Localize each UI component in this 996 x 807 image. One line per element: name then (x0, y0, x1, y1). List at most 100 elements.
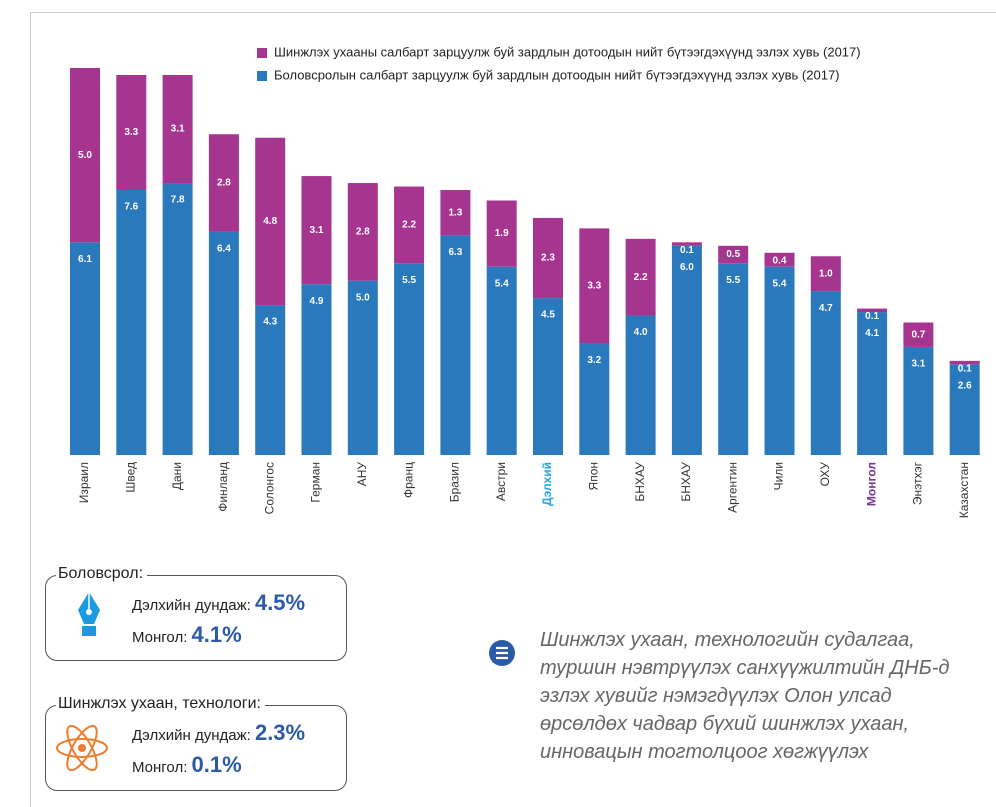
label: Монгол: (132, 629, 188, 646)
bar-segment (116, 74, 147, 191)
bar-segment (162, 183, 193, 455)
x-tick-label: Бразил (448, 462, 462, 502)
bar-segment (301, 176, 332, 285)
value-label: 2.6 (958, 381, 972, 392)
value-label: 4.0 (634, 327, 648, 338)
value-label: 0.5 (726, 249, 740, 260)
bar-segment (949, 360, 980, 365)
bar-segment (857, 312, 888, 455)
value-label: 4.3 (263, 317, 277, 328)
bar-segment (486, 266, 517, 455)
bar-segment (440, 190, 471, 236)
x-tick-label: Финланд (216, 462, 230, 512)
bar-segment (208, 134, 239, 232)
bar-segment (255, 137, 286, 306)
frame-line (30, 12, 996, 13)
value-label: 2.8 (217, 178, 231, 189)
mongolia-row: Монгол: 0.1% (132, 752, 242, 778)
value-label: 5.0 (356, 292, 370, 303)
bar-segment (255, 305, 286, 455)
bar-segment (486, 200, 517, 267)
bar-segment (625, 238, 656, 316)
mongolia-row: Монгол: 4.1% (132, 622, 242, 648)
bar-segment (533, 217, 563, 299)
world-row: Дэлхийн дундаж: 2.3% (132, 720, 305, 746)
value-label: 2.2 (634, 272, 648, 283)
note-line: Шинжлэх ухаан, технологийн судалгаа, (540, 629, 915, 651)
value-label: 3.2 (587, 355, 601, 366)
value: 4.1% (191, 622, 242, 647)
bar-segment (116, 190, 147, 455)
label: Дэлхийн дундаж: (132, 597, 251, 614)
legend-swatch (257, 71, 267, 81)
x-tick-label: Энэтхэг (911, 461, 925, 505)
value: 0.1% (191, 752, 242, 777)
value: 4.5% (254, 590, 306, 615)
value-label: 2.2 (402, 220, 416, 231)
bar-segment (70, 68, 100, 243)
bar-segment (903, 322, 934, 347)
x-tick-label: Швед (123, 462, 137, 493)
value-label: 4.1 (865, 328, 879, 339)
bar-segment (70, 242, 100, 455)
value-label: 0.1 (680, 245, 694, 256)
value-label: 1.0 (819, 268, 833, 279)
bar-segment (440, 235, 471, 455)
value: 2.3% (254, 720, 306, 745)
bar-segment (394, 263, 425, 455)
bar-segment (764, 252, 795, 267)
x-tick-label: БНХАУ (679, 462, 693, 502)
bar-segment (533, 298, 563, 455)
value-label: 3.1 (911, 359, 925, 370)
bar-segment (810, 256, 841, 292)
value-label: 7.8 (171, 195, 185, 206)
bar-segment (394, 186, 425, 264)
bar-segment (671, 245, 702, 455)
x-tick-label: Дэлхий (540, 462, 554, 506)
value-label: 2.8 (356, 227, 370, 238)
atom-icon (56, 724, 108, 772)
bar-segment (949, 364, 980, 455)
value-label: 6.1 (78, 254, 92, 265)
label: Монгол: (132, 759, 188, 776)
box-title: Боловсрол: (56, 565, 148, 583)
value-label: 4.7 (819, 303, 833, 314)
value-label: 4.5 (541, 310, 555, 321)
value-label: 1.3 (448, 207, 462, 218)
value-label: 6.4 (217, 244, 231, 255)
x-tick-label: Аргентин (725, 462, 739, 513)
bar-segment (579, 228, 610, 344)
bar-segment (718, 245, 749, 264)
info-box: Боловсрол: Дэлхийн дундаж: 4.5% Монгол: … (45, 565, 347, 661)
value-label: 5.4 (773, 278, 787, 289)
label: Дэлхийн дундаж: (132, 727, 251, 744)
bar-segment (301, 284, 332, 455)
value-label: 5.5 (726, 275, 740, 286)
note-line: туршин нэвтрүүлэх санхүүжилтийн ДНБ-д (540, 657, 950, 679)
value-label: 1.9 (495, 228, 509, 239)
x-tick-label: ОХУ (818, 462, 832, 487)
value-label: 3.1 (310, 225, 324, 236)
value-label: 7.6 (124, 202, 138, 213)
x-tick-label: Герман (309, 462, 323, 503)
world-row: Дэлхийн дундаж: 4.5% (132, 590, 305, 616)
value-label: 3.3 (124, 127, 138, 138)
bar-segment (857, 308, 888, 313)
pen-icon (78, 592, 100, 636)
value-label: 5.0 (78, 150, 92, 161)
value-label: 0.4 (773, 255, 787, 266)
note: Шинжлэх ухаан, технологийн судалгаа, турш… (540, 626, 996, 766)
x-tick-label: Франц (401, 462, 415, 498)
bar-segment (764, 266, 795, 455)
value-label: 3.3 (587, 281, 601, 292)
note-line: инновацын тогтолцоог хөгжүүлэх (540, 741, 869, 763)
value-label: 4.8 (263, 216, 277, 227)
value-label: 5.5 (402, 275, 416, 286)
value-label: 0.7 (911, 329, 925, 340)
value-label: 4.9 (310, 296, 324, 307)
bar-segment (810, 291, 841, 455)
legend-label: Боловсролын салбарт зарцуулж буй зардлын… (274, 67, 840, 82)
box-title: Шинжлэх ухаан, технологи: (56, 695, 265, 713)
legend-swatch (257, 48, 267, 58)
